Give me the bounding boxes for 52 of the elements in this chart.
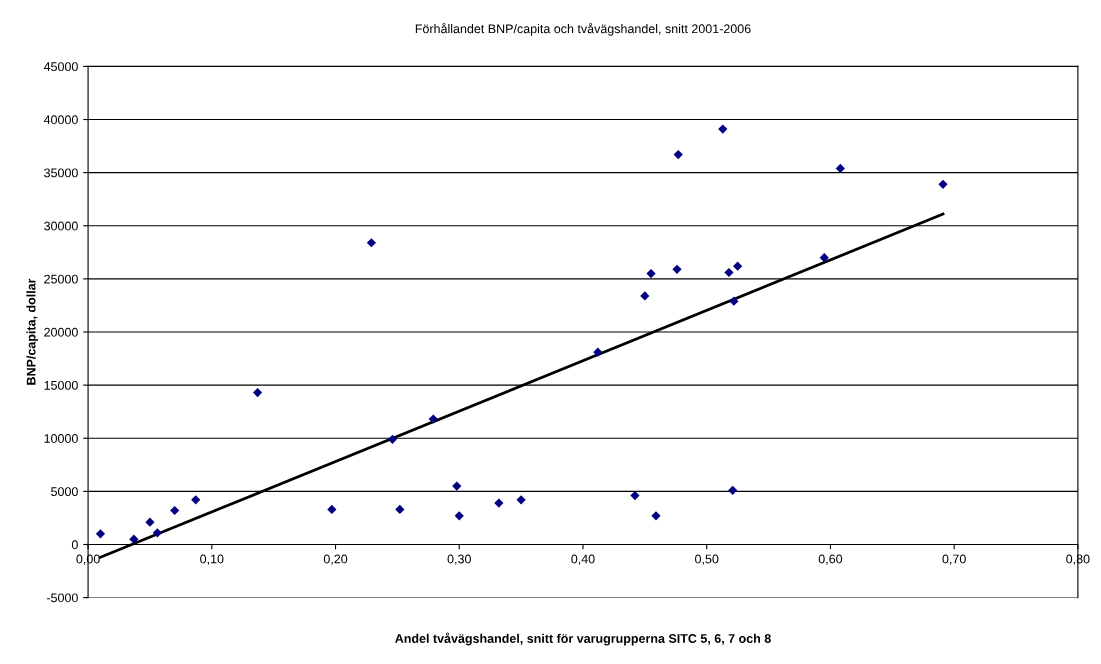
y-tick-label: -5000	[46, 593, 78, 603]
y-tick-label: 5000	[51, 487, 78, 497]
y-tick-label: 25000	[44, 274, 78, 284]
point	[170, 505, 180, 516]
y-tick-label: 10000	[44, 434, 78, 443]
y-tick-label: 15000	[44, 380, 78, 390]
x-axis-title: Andel tvåvägshandel, snitt för varugrupperna SITC 5, 6, 7 och 8	[395, 632, 771, 646]
y-tick-label: 0	[71, 540, 78, 550]
point	[651, 511, 661, 521]
x-tick-label: 0,10	[200, 554, 224, 565]
point	[129, 534, 139, 544]
point	[366, 238, 377, 248]
point	[95, 529, 106, 539]
x-tick-label: 0,70	[942, 554, 966, 565]
x-tick-label: 0,20	[323, 554, 348, 565]
y-tick-label: 20000	[44, 327, 78, 337]
point	[152, 528, 162, 538]
point	[673, 149, 683, 160]
point	[646, 268, 656, 279]
y-tick-label: 35000	[44, 168, 78, 178]
point	[252, 387, 263, 398]
point	[733, 261, 743, 271]
point	[395, 504, 405, 515]
point	[145, 517, 155, 527]
point	[729, 296, 739, 306]
point	[593, 347, 603, 357]
point	[819, 253, 829, 263]
x-tick-label: 0,50	[695, 554, 719, 565]
point	[630, 491, 640, 501]
point	[640, 291, 650, 301]
x-tick-label: 0,60	[818, 554, 843, 565]
point	[516, 495, 526, 505]
point	[452, 481, 462, 491]
y-tick-label: 40000	[43, 115, 78, 125]
chart-title: Förhållandet BNP/capita och tvåvägshandel, snitt 2001-2006	[415, 22, 751, 36]
point	[454, 511, 464, 521]
point	[327, 504, 337, 515]
point	[387, 434, 398, 444]
y-tick-label: 45000	[43, 62, 78, 72]
point	[728, 485, 738, 495]
point	[938, 179, 948, 189]
x-tick-label: 0,40	[571, 554, 595, 565]
y-tick-label: 30000	[44, 221, 78, 231]
x-tick-label: 0,30	[447, 554, 471, 565]
point	[835, 163, 845, 173]
point	[428, 414, 438, 424]
point	[718, 124, 728, 134]
point	[494, 498, 504, 508]
y-axis-title: BNP/capita, dollar	[26, 278, 39, 385]
point	[724, 267, 734, 278]
point	[672, 264, 682, 274]
point	[191, 495, 201, 505]
